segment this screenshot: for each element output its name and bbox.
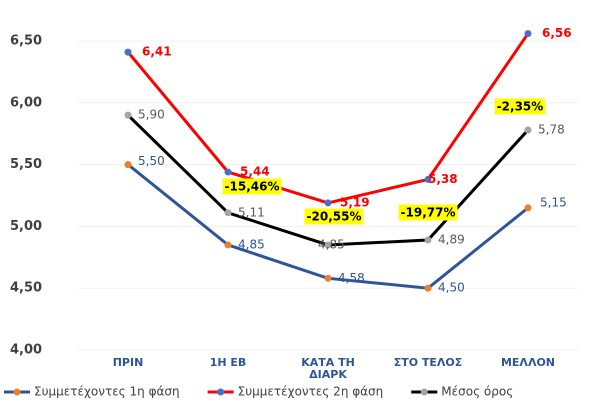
data-label: 4,85 <box>238 237 265 251</box>
y-tick-label: 4,00 <box>10 343 42 358</box>
data-label: 4,50 <box>438 281 465 295</box>
annotation: -19,77% <box>401 206 456 220</box>
data-label: 6,41 <box>142 45 172 59</box>
data-label: 5,50 <box>138 154 165 168</box>
annotation-bg <box>398 204 458 221</box>
y-tick-label: 6,00 <box>10 95 42 110</box>
data-label: 5,15 <box>540 195 567 209</box>
data-label: 5,38 <box>428 172 458 186</box>
data-label: 6,56 <box>542 26 572 40</box>
annotation: -2,35% <box>497 100 544 114</box>
data-label: 5,19 <box>340 195 370 209</box>
marker <box>424 236 432 244</box>
annotation-bg <box>222 178 282 195</box>
marker <box>324 199 332 207</box>
marker <box>524 126 532 134</box>
x-tick-label: ΚΑΤΑ ΤΗ ΔΙΑΡΚ <box>301 356 355 381</box>
marker <box>524 204 532 212</box>
legend-label: Μέσος όρος <box>441 385 513 399</box>
y-tick-label: 4,50 <box>10 281 42 296</box>
marker <box>424 175 432 183</box>
x-tick-label: ΣΤΟ ΤΕΛΟΣ <box>393 356 463 369</box>
annotation-bg <box>494 98 546 115</box>
x-tick-label: ΜΕΛΛΟΝ <box>500 356 556 369</box>
marker <box>324 241 332 249</box>
legend-marker <box>13 388 21 396</box>
legend-marker <box>420 388 428 396</box>
y-tick-label: 5,00 <box>10 219 42 234</box>
data-label: 5,78 <box>538 122 565 136</box>
x-tick-label: 1Η ΕΒ <box>209 356 247 369</box>
marker <box>224 241 232 249</box>
series-line <box>126 114 530 247</box>
series-line <box>126 32 530 205</box>
legend-marker <box>217 388 225 396</box>
marker <box>124 161 132 169</box>
legend-label: Συμμετέχοντες 2η φάση <box>238 385 384 399</box>
x-tick-label: ΠΡΙΝ <box>112 356 144 369</box>
data-label: 4,85 <box>318 237 345 251</box>
marker <box>124 111 132 119</box>
data-label: 5,11 <box>238 205 265 219</box>
y-tick-label: 6,50 <box>10 34 42 49</box>
data-label: 5,90 <box>138 108 165 122</box>
annotation-bg <box>304 208 364 225</box>
marker <box>124 48 132 56</box>
annotation: -15,46% <box>225 180 280 194</box>
legend-label: Συμμετέχοντες 1η φάση <box>34 385 180 399</box>
y-tick-label: 5,50 <box>10 157 42 172</box>
marker <box>324 274 332 282</box>
data-label: 5,44 <box>240 165 270 179</box>
marker <box>424 284 432 292</box>
marker <box>224 209 232 217</box>
data-label: 4,89 <box>438 232 465 246</box>
marker <box>524 30 532 38</box>
marker <box>224 168 232 176</box>
data-label: 4,58 <box>338 271 365 285</box>
annotation: -20,55% <box>307 210 362 224</box>
